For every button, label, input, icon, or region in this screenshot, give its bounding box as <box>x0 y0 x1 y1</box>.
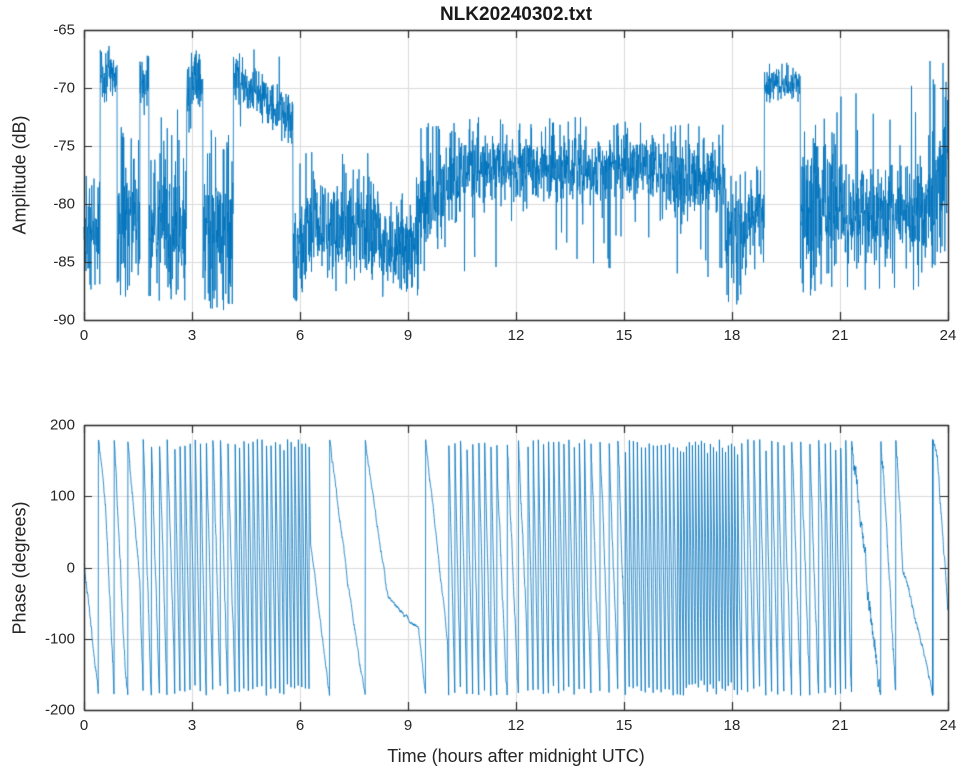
amplitude-x-tick-label: 0 <box>79 327 89 344</box>
phase-x-tick-label: 12 <box>507 717 525 734</box>
amplitude-x-tick-label: 9 <box>403 327 413 344</box>
amplitude-y-tick-label: -75 <box>53 137 75 155</box>
phase-y-tick-label: -200 <box>44 701 75 719</box>
phase-y-tick-label: 100 <box>49 487 75 505</box>
amplitude-x-tick-label: 24 <box>939 327 957 344</box>
amplitude-x-tick-label: 12 <box>507 327 525 344</box>
amplitude-y-axis-label: Amplitude (dB) <box>9 115 30 235</box>
amplitude-x-tick-label: 3 <box>187 327 197 344</box>
amplitude-y-tick-label: -85 <box>53 253 75 271</box>
phase-x-tick-label: 18 <box>723 717 741 734</box>
phase-y-tick-label: 0 <box>66 559 75 576</box>
amplitude-y-tick-label: -90 <box>53 311 75 329</box>
phase-y-tick-label: 200 <box>49 416 75 434</box>
phase-x-tick-label: 6 <box>295 717 305 734</box>
amplitude-y-tick-label: -70 <box>53 79 75 97</box>
phase-x-tick-label: 9 <box>403 717 413 734</box>
amplitude-x-tick-label: 18 <box>723 327 741 344</box>
amplitude-y-tick-label: -80 <box>53 195 75 213</box>
amplitude-x-tick-label: 15 <box>615 327 633 344</box>
amplitude-x-tick-label: 21 <box>831 327 849 344</box>
phase-x-tick-label: 15 <box>615 717 633 734</box>
phase-x-tick-label: 24 <box>939 717 957 734</box>
amplitude-x-tick-label: 6 <box>295 327 305 344</box>
phase-y-axis-label: Phase (degrees) <box>9 501 30 635</box>
phase-x-tick-label: 21 <box>831 717 849 734</box>
time-x-axis-label: Time (hours after midnight UTC) <box>387 746 645 766</box>
figure-title: NLK20240302.txt <box>439 4 593 25</box>
amplitude-y-tick-label: -65 <box>53 21 75 39</box>
phase-x-tick-label: 3 <box>187 717 197 734</box>
phase-y-tick-label: -100 <box>44 630 75 648</box>
phase-x-tick-label: 0 <box>79 717 89 734</box>
